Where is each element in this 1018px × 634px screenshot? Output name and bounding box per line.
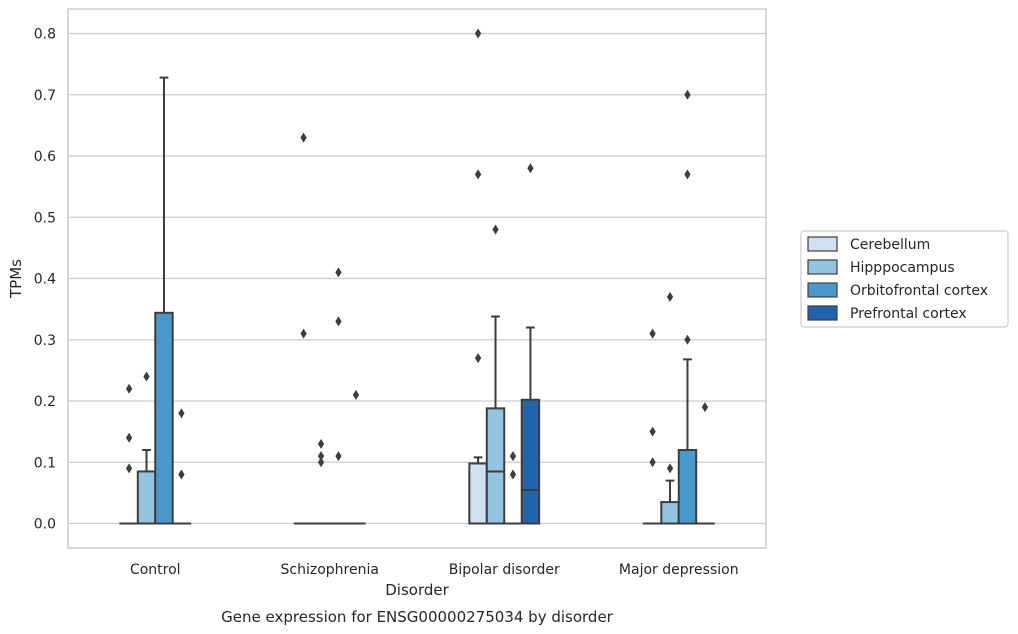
outlier-point <box>317 438 325 449</box>
outlier-point <box>178 469 185 480</box>
legend-entry: Prefrontal cortex <box>850 306 967 322</box>
legend-swatch <box>807 236 838 252</box>
x-tick-label: Schizophrenia <box>281 562 379 578</box>
outlier-point <box>474 169 482 180</box>
y-tick-label: 0.2 <box>34 394 56 410</box>
outlier-point <box>143 371 150 382</box>
outlier-point <box>649 328 656 339</box>
box-body <box>468 462 488 525</box>
legend-swatch <box>807 259 838 275</box>
y-tick-label: 0.0 <box>34 517 56 533</box>
outlier-point <box>649 457 656 468</box>
outlier-point <box>649 426 656 437</box>
box-orbitofrontal-cortex <box>328 267 349 525</box>
outlier-point <box>317 457 325 468</box>
x-tick-label: Bipolar disorder <box>449 562 560 578</box>
box-orbitofrontal-cortex <box>677 89 698 525</box>
box-cerebellum <box>468 28 488 525</box>
box-cerebellum <box>119 383 139 525</box>
outlier-point <box>335 267 342 278</box>
box-body <box>660 501 680 525</box>
y-tick-label: 0.7 <box>34 88 56 104</box>
box-body <box>136 470 157 525</box>
outlier-point <box>492 224 499 235</box>
outlier-point <box>474 28 482 39</box>
box-cerebellum <box>642 328 663 525</box>
box-hipppocampus <box>660 291 680 525</box>
y-tick-label: 0.1 <box>34 455 56 471</box>
box-body <box>154 311 174 525</box>
outlier-point <box>300 132 307 143</box>
outlier-point <box>300 328 307 339</box>
outlier-point <box>178 408 185 419</box>
box-cerebellum <box>293 132 314 525</box>
box-body <box>677 449 698 525</box>
x-tick-label: Major depression <box>619 562 739 578</box>
y-axis-ticks: 0.0 0.1 0.2 0.3 0.4 0.5 0.6 0.7 0.8 <box>34 27 56 533</box>
outlier-point <box>684 169 691 180</box>
legend-entry: Hipppocampus <box>850 260 955 276</box>
legend: Cerebellum Hipppocampus Orbitofrontal cort… <box>800 230 1009 328</box>
outlier-point <box>317 451 325 462</box>
outlier-point <box>527 163 534 174</box>
outlier-point <box>684 89 691 100</box>
box-hipppocampus <box>136 371 157 525</box>
gridlines <box>68 32 766 525</box>
outlier-point <box>474 353 482 364</box>
legend-swatch <box>807 305 838 321</box>
chart-caption: Gene expression for ENSG00000275034 by d… <box>221 608 614 626</box>
plot-area <box>119 28 715 525</box>
x-axis-label: Disorder <box>385 581 449 599</box>
outlier-point <box>684 334 691 345</box>
legend-frame <box>800 230 1009 328</box>
box-orbitofrontal-cortex <box>154 76 174 525</box>
legend-entry: Cerebellum <box>850 237 930 253</box>
box-prefrontal-cortex <box>346 389 366 525</box>
outlier-point <box>666 291 674 302</box>
outlier-point <box>125 463 133 474</box>
outlier-point <box>335 451 342 462</box>
outlier-point <box>509 451 517 462</box>
box-body <box>485 407 506 525</box>
box-hipppocampus <box>485 224 506 525</box>
box-prefrontal-cortex <box>520 163 541 525</box>
legend-swatch <box>807 282 838 298</box>
outlier-point <box>125 432 133 443</box>
plot-frame <box>67 8 767 549</box>
outlier-point <box>666 463 674 474</box>
outlier-point <box>352 389 360 400</box>
outlier-point <box>335 316 342 327</box>
legend-entry: Orbitofrontal cortex <box>850 283 988 299</box>
box-body <box>520 398 541 525</box>
y-tick-label: 0.8 <box>34 27 56 43</box>
y-tick-label: 0.3 <box>34 333 56 349</box>
outlier-point <box>701 402 709 413</box>
outlier-point <box>509 469 517 480</box>
x-axis-ticks: Control Schizophrenia Bipolar disorder Majo… <box>130 562 739 578</box>
outlier-point <box>125 383 133 394</box>
y-tick-label: 0.4 <box>34 272 56 288</box>
y-tick-label: 0.5 <box>34 210 56 226</box>
box-hipppocampus <box>311 438 331 525</box>
box-prefrontal-cortex <box>171 408 192 525</box>
box-prefrontal-cortex <box>695 402 715 525</box>
y-tick-label: 0.6 <box>34 149 56 165</box>
y-axis-label: TPMs <box>7 259 25 299</box>
x-tick-label: Control <box>130 562 181 578</box>
